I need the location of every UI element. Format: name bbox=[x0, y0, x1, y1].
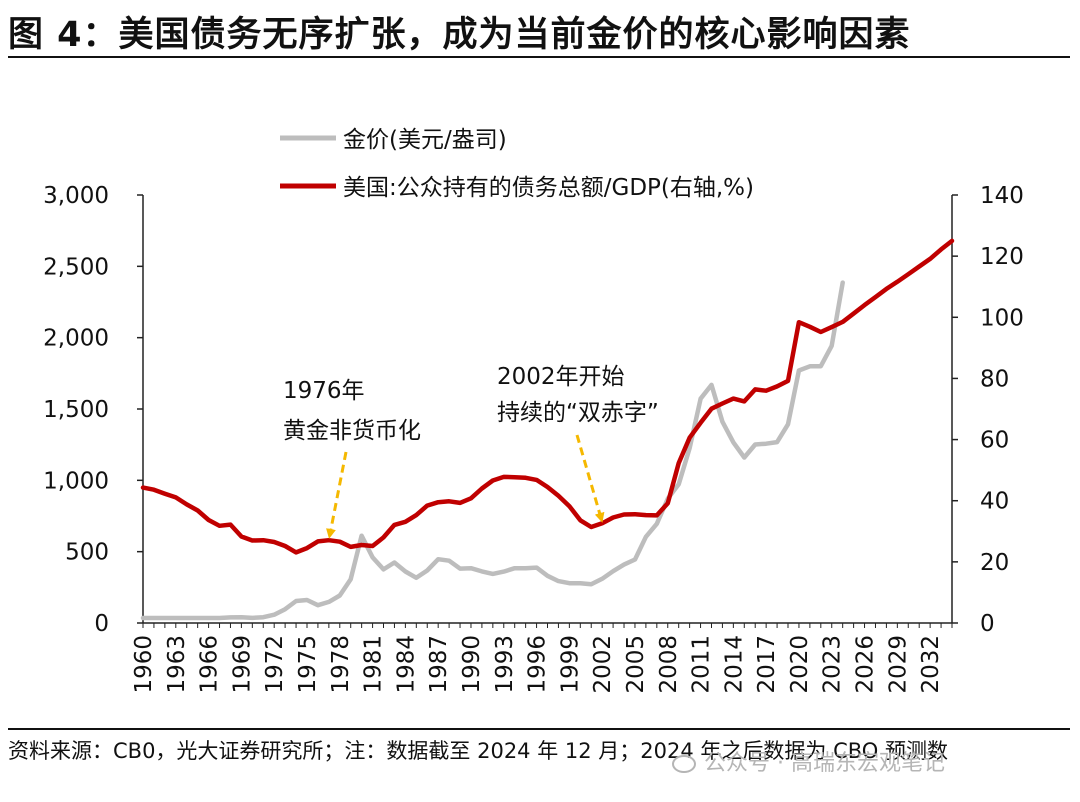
x-axis-tick-label: 1999 bbox=[557, 635, 583, 694]
right-axis-tick-label: 120 bbox=[980, 244, 1024, 270]
figure-title: 图 4：美国债务无序扩张，成为当前金价的核心影响因素 bbox=[8, 15, 911, 55]
x-axis-tick-label: 2020 bbox=[787, 635, 813, 694]
gold-price-line bbox=[140, 280, 845, 621]
legend-gold-price-label: 金价(美元/盎司) bbox=[343, 127, 507, 153]
debt-gdp-line bbox=[140, 238, 955, 555]
right-axis-tick-label: 100 bbox=[980, 305, 1024, 331]
x-axis-tick-label: 1975 bbox=[295, 635, 321, 694]
x-axis-tick-label: 1969 bbox=[229, 635, 255, 694]
left-axis-tick-label: 2,500 bbox=[43, 254, 109, 280]
left-axis-tick-label: 500 bbox=[65, 540, 109, 566]
x-axis-tick-label: 1993 bbox=[492, 635, 518, 694]
right-axis-tick-label: 140 bbox=[980, 183, 1024, 209]
left-axis-tick-label: 0 bbox=[94, 611, 109, 637]
x-axis-tick-label: 1987 bbox=[426, 635, 452, 694]
title-divider bbox=[8, 56, 1070, 58]
annotation-1-line1: 1976年 bbox=[283, 378, 365, 404]
left-axis-tick-label: 2,000 bbox=[43, 326, 109, 352]
left-axis-tick-label: 1,000 bbox=[43, 468, 109, 494]
legend-debt-gdp-label: 美国:公众持有的债务总额/GDP(右轴,%) bbox=[343, 175, 754, 201]
annotation-1-arrow bbox=[326, 451, 348, 539]
x-axis-tick-label: 2002 bbox=[590, 635, 616, 694]
x-axis-tick-label: 2026 bbox=[853, 635, 879, 694]
x-axis-tick-label: 2029 bbox=[885, 635, 911, 694]
x-axis-tick-label: 1972 bbox=[262, 635, 288, 694]
annotation-1-line2: 黄金非货币化 bbox=[283, 418, 421, 444]
x-axis-tick-label: 2005 bbox=[623, 635, 649, 694]
footer-divider bbox=[8, 728, 1070, 730]
watermark-text: 公众号 · 高瑞东宏观笔记 bbox=[704, 751, 945, 776]
x-axis-tick-label: 1981 bbox=[361, 635, 387, 694]
right-axis-tick-label: 0 bbox=[980, 611, 995, 637]
x-axis-tick-label: 1963 bbox=[164, 635, 190, 694]
x-axis-tick-label: 1984 bbox=[393, 635, 419, 694]
x-axis-tick-label: 2008 bbox=[656, 635, 682, 694]
x-axis-tick-label: 1960 bbox=[131, 635, 157, 694]
x-axis-tick-label: 2023 bbox=[820, 635, 846, 694]
x-axis-tick-label: 1996 bbox=[525, 635, 551, 694]
right-axis-tick-label: 40 bbox=[980, 489, 1009, 515]
right-axis-tick-label: 80 bbox=[980, 366, 1009, 392]
x-axis-tick-label: 2032 bbox=[918, 635, 944, 694]
x-axis-tick-label: 1966 bbox=[197, 635, 223, 694]
left-axis-tick-label: 3,000 bbox=[43, 183, 109, 209]
right-axis-tick-label: 20 bbox=[980, 550, 1009, 576]
annotation-2-line1: 2002年开始 bbox=[497, 364, 625, 390]
watermark: 公众号 · 高瑞东宏观笔记 bbox=[672, 745, 945, 777]
right-axis-tick-label: 60 bbox=[980, 428, 1009, 454]
annotation-2-arrow bbox=[575, 434, 605, 523]
x-axis-tick-label: 2011 bbox=[689, 635, 715, 694]
x-axis-tick-label: 2014 bbox=[721, 635, 747, 694]
x-axis-tick-label: 1990 bbox=[459, 635, 485, 694]
x-axis-tick-label: 1978 bbox=[328, 635, 354, 694]
left-axis-tick-label: 1,500 bbox=[43, 397, 109, 423]
annotation-2-line2: 持续的“双赤字” bbox=[497, 400, 659, 426]
source-note: 资料来源：CB0，光大证券研究所；注：数据截至 2024 年 12 月；2024… bbox=[8, 739, 948, 763]
chat-bubble-icon bbox=[672, 755, 696, 773]
x-axis-tick-label: 2017 bbox=[754, 635, 780, 694]
